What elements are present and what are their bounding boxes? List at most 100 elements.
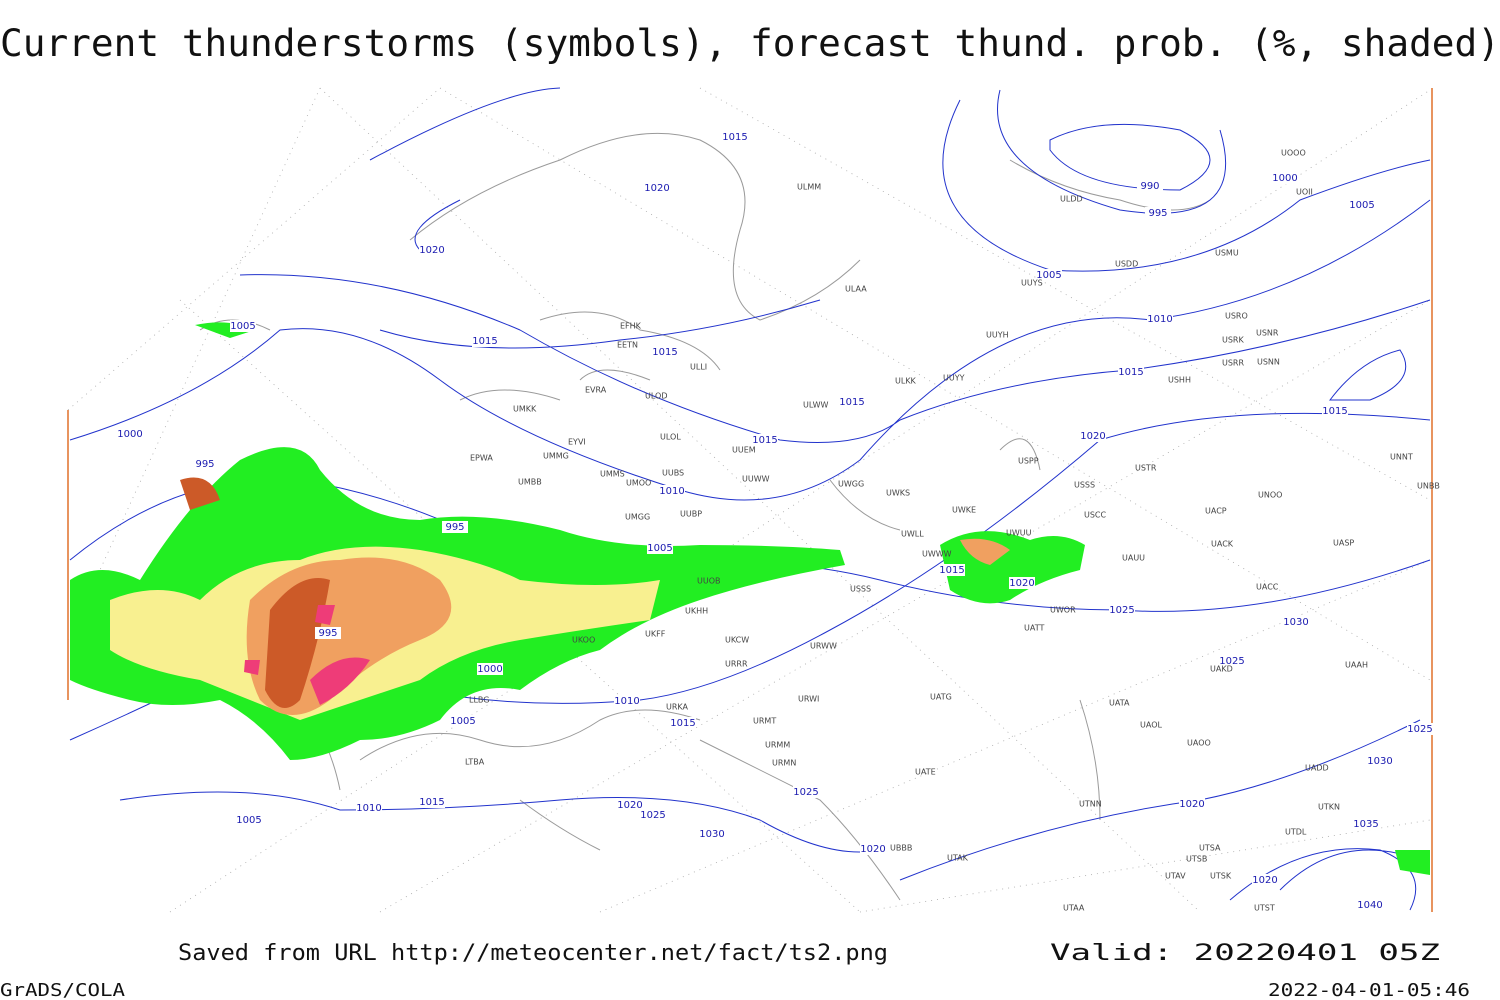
isobar-label: 1030 [699,829,724,840]
station-code: UWWW [922,550,952,559]
station-code: EPWA [470,454,493,463]
station-code: URMN [772,759,796,768]
isobar-label: 1040 [1357,900,1382,911]
station-code: UAOL [1140,721,1162,730]
label-backdrop [1353,818,1379,830]
isobar-label: 1000 [117,429,142,440]
label-backdrop [1036,269,1062,281]
label-backdrop [1272,172,1298,184]
label-backdrop [752,434,778,446]
isobar-label: 1000 [1272,173,1297,184]
station-code: UAOO [1187,739,1211,748]
isobar-label: 1015 [839,397,864,408]
label-backdrop [1252,874,1278,886]
station-code: UUOB [697,577,721,586]
station-code: UNNT [1390,453,1413,462]
isobar-label: 1025 [640,810,665,821]
station-code: URKA [666,703,689,712]
label-backdrop [793,786,819,798]
label-backdrop [117,428,143,440]
isobar-label: 1030 [1367,756,1392,767]
prob-shade [180,477,330,708]
label-backdrop [1367,755,1393,767]
station-code: LTBA [465,758,485,767]
station-code: UWUU [1006,529,1032,538]
isobar-label: 1035 [1353,819,1378,830]
station-code: UTST [1254,904,1275,913]
timestamp: 2022-04-01-05:46 [1268,980,1470,1000]
label-backdrop [1407,723,1433,735]
label-backdrop [356,802,382,814]
station-code: UOII [1296,188,1313,197]
label-backdrop [472,335,498,347]
station-code: LLBG [469,696,489,705]
isobar-label: 1015 [722,132,747,143]
isobar-label: 1015 [752,435,777,446]
isobar-label: 1015 [939,565,964,576]
station-code: UKFF [645,630,666,639]
station-code: UTAK [947,854,969,863]
station-code: UATT [1024,624,1044,633]
map-title: Current thunderstorms (symbols), forecas… [0,22,1500,65]
isobar-label: 1000 [477,664,502,675]
isobar-label: 1020 [1179,799,1204,810]
station-code: UKOO [572,636,595,645]
station-code: URMT [753,717,776,726]
isobar-label: 1020 [1080,431,1105,442]
label-backdrop [1009,577,1035,589]
thunderstorm-probability [70,322,1430,875]
isobar-label: 1020 [860,844,885,855]
valid-time: Valid: 20220401 05Z [1050,941,1440,966]
isobar-label: 1030 [1283,617,1308,628]
label-backdrop [419,244,445,256]
station-code: USMU [1215,249,1239,258]
station-code: UNOO [1258,491,1282,500]
isobar-label: 1025 [793,787,818,798]
station-code: UTDL [1285,828,1307,837]
station-code: UUYH [986,331,1009,340]
isobar-label: 1010 [659,486,684,497]
label-backdrop [722,131,748,143]
label-backdrop [1109,604,1135,616]
station-code: ULOL [660,433,681,442]
station-code: UTSA [1199,844,1221,853]
station-code: UOOO [1281,149,1306,158]
station-code: USRR [1222,359,1244,368]
station-code: UATA [1109,699,1130,708]
station-code: EVRA [585,386,607,395]
isobar-label: 1025 [1219,656,1244,667]
station-code: EETN [617,341,638,350]
station-code: UAKD [1210,665,1233,674]
station-code: UTAA [1063,904,1085,913]
station-code: USCC [1084,511,1107,520]
isobar-label: 1005 [647,543,672,554]
station-code: UTNN [1079,800,1102,809]
station-code: UATE [915,768,936,777]
label-backdrop [839,396,865,408]
label-backdrop [647,542,673,554]
label-backdrop [477,663,503,675]
label-backdrop [315,627,341,639]
isobar-label: 1025 [1109,605,1134,616]
software-credit: GrADS/COLA [0,980,125,1000]
isobar-label: 1015 [652,347,677,358]
station-code: USTR [1135,464,1157,473]
station-code: USRK [1222,336,1244,345]
label-backdrop [450,715,476,727]
label-backdrop [1179,798,1205,810]
station-code: USSS [1074,481,1095,490]
station-code: UBBB [890,844,912,853]
label-backdrop [1080,430,1106,442]
label-backdrop [419,796,445,808]
station-code: UMGG [625,513,650,522]
station-code: URMM [765,741,790,750]
isobar-label: 995 [318,628,337,639]
isobar-label: 1005 [236,815,261,826]
station-code: ULOD [645,392,667,401]
station-code: UTSB [1186,855,1207,864]
station-code: UUYS [1021,279,1043,288]
label-backdrop [652,346,678,358]
station-code: ULLI [690,363,707,372]
isobar-label: 1010 [614,696,639,707]
station-code: UMMS [600,470,625,479]
